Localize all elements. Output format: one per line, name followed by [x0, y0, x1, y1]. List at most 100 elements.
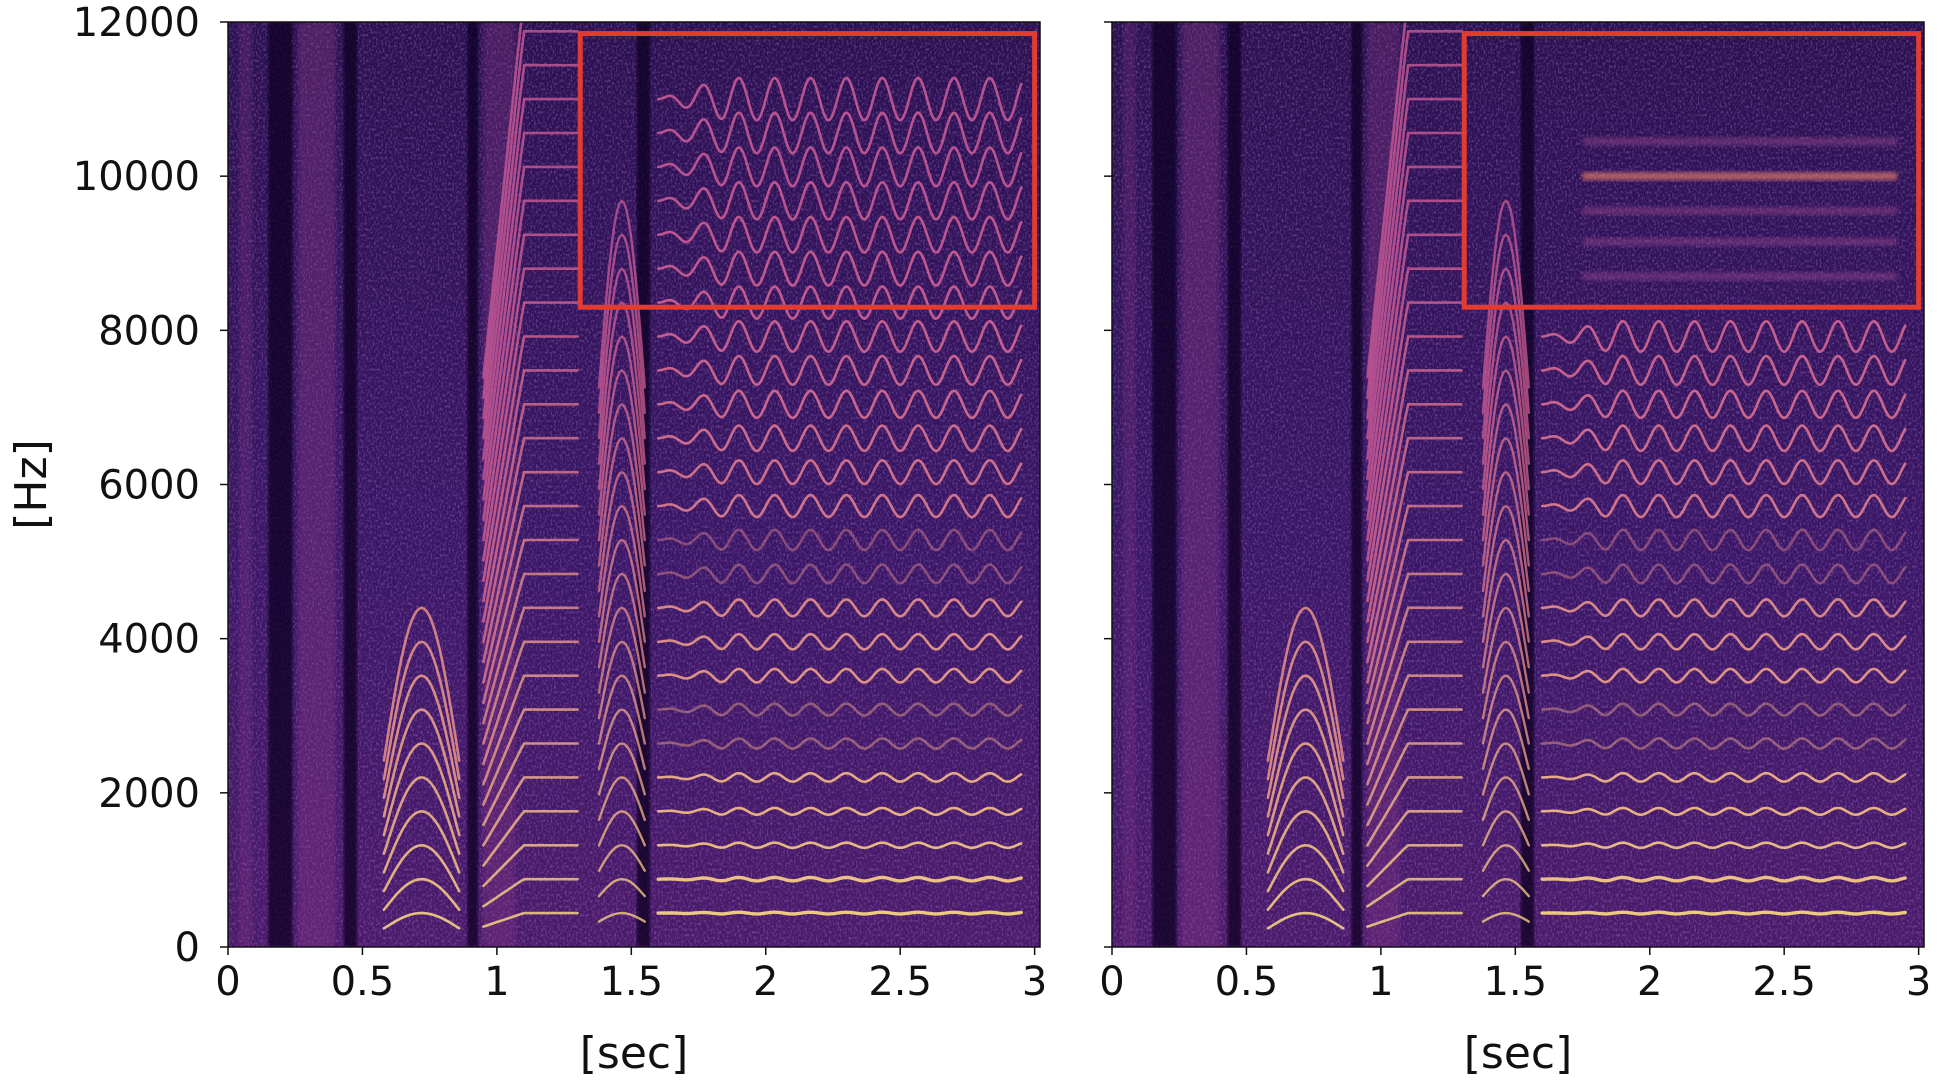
- harmonic-line: [1481, 776, 1530, 821]
- harmonic-line: [597, 776, 646, 821]
- harmonic-line: [656, 180, 1023, 221]
- harmonic-line: [1540, 493, 1907, 519]
- harmonic-line: [1481, 402, 1530, 542]
- harmonic-line: [482, 369, 579, 603]
- harmonic-line: [482, 640, 579, 766]
- harmonic-line: [597, 674, 646, 745]
- harmonic-line: [1366, 267, 1463, 542]
- harmonic-line: [597, 436, 646, 567]
- harmonic-line: [597, 301, 646, 465]
- right-spectrogram-panel: 0 0.5 1 1.5 2 2.5 3 [sec]: [1099, 21, 1931, 1079]
- harmonic-line: [1481, 572, 1530, 669]
- highlight-box: [1461, 31, 1922, 310]
- harmonic-line: [597, 538, 646, 643]
- harmonic-line: [656, 493, 1023, 519]
- y-tick-label: 4000: [98, 617, 200, 663]
- x-tick-label: 2.5: [868, 959, 932, 1005]
- harmonic-line: [1266, 674, 1345, 800]
- harmonic-line: [1481, 742, 1530, 796]
- harmonic-line: [1481, 199, 1530, 389]
- y-tick-label: 12000: [73, 0, 200, 46]
- harmonic-line: [597, 199, 646, 389]
- y-tick-label: 0: [175, 925, 200, 971]
- x-tick-label: 0: [215, 959, 240, 1005]
- harmonic-line: [482, 810, 579, 867]
- harmonic-line: [656, 285, 1023, 321]
- harmonic-line: [1266, 742, 1345, 837]
- harmonic-line: [1366, 436, 1463, 644]
- harmonic-line: [1540, 563, 1907, 585]
- harmonic-line: [1366, 572, 1463, 725]
- silence-gap: [467, 22, 479, 947]
- harmonic-line: [597, 470, 646, 593]
- harmonic-line: [482, 233, 579, 521]
- silence-gap: [1351, 22, 1363, 947]
- harmonic-line: [482, 30, 579, 399]
- broadband-burst: [1122, 22, 1137, 947]
- harmonic-line: [382, 708, 461, 818]
- harmonic-line: [1266, 606, 1345, 762]
- left-spectrogram-panel: 0 0.5 1 1.5 2 2.5 3 [sec] 0 2000 4000 6000 8000 10000…: [6, 0, 1047, 1079]
- harmonic-line: [482, 403, 579, 623]
- smeared-band: [1582, 172, 1898, 181]
- harmonic-line: [1481, 504, 1530, 618]
- harmonic-line: [656, 389, 1023, 420]
- harmonic-line: [482, 911, 579, 928]
- harmonic-line: [482, 63, 579, 420]
- silence-gap: [1152, 22, 1177, 947]
- harmonic-line: [597, 267, 646, 440]
- y-tick-label: 6000: [98, 463, 200, 509]
- harmonic-line: [656, 598, 1023, 618]
- harmonic-line: [656, 667, 1023, 684]
- harmonic-line: [656, 528, 1023, 552]
- harmonic-line: [482, 674, 579, 786]
- harmonic-line: [1366, 369, 1463, 603]
- x-tick-label: 2: [753, 959, 778, 1005]
- harmonic-line: [482, 742, 579, 827]
- harmonic-line: [382, 809, 461, 874]
- x-tick-label: 0: [1099, 959, 1124, 1005]
- harmonic-line: [656, 875, 1023, 883]
- harmonic-line: [1481, 334, 1530, 491]
- harmonic-line: [656, 563, 1023, 585]
- harmonic-line: [482, 572, 579, 725]
- harmonic-line: [482, 504, 579, 684]
- harmonic-line: [597, 911, 646, 923]
- harmonic-line: [1366, 606, 1463, 745]
- harmonic-line: [1481, 301, 1530, 465]
- harmonic-line: [482, 436, 579, 644]
- broadband-burst: [1181, 22, 1220, 947]
- harmonic-line: [656, 424, 1023, 453]
- x-tick-label: 3: [1022, 959, 1047, 1005]
- x-axis: 0 0.5 1 1.5 2 2.5 3: [215, 947, 1047, 1005]
- harmonic-line: [1540, 910, 1907, 916]
- harmonic-line: [1266, 640, 1345, 781]
- smeared-band: [1582, 206, 1898, 215]
- harmonic-line: [656, 702, 1023, 717]
- harmonic-line: [482, 776, 579, 847]
- harmonic-line: [1266, 776, 1345, 855]
- harmonic-line: [1540, 424, 1907, 453]
- broadband-burst: [238, 22, 253, 947]
- harmonic-line: [597, 742, 646, 796]
- harmonic-line: [482, 538, 579, 705]
- harmonic-line: [1540, 354, 1907, 387]
- harmonic-line: [482, 165, 579, 481]
- x-axis-label: [sec]: [1464, 1028, 1573, 1079]
- harmonic-line: [382, 843, 461, 893]
- harmonic-line: [1366, 911, 1463, 928]
- harmonic-line: [482, 131, 579, 460]
- harmonic-line: [1540, 875, 1907, 883]
- harmonic-line: [1366, 22, 1407, 379]
- harmonic-line: [382, 911, 461, 930]
- harmonic-line: [1540, 667, 1907, 684]
- harmonic-line: [1540, 389, 1907, 420]
- harmonic-line: [482, 877, 579, 908]
- highlight-box: [577, 31, 1038, 310]
- harmonic-line: [1366, 301, 1463, 562]
- harmonic-line: [656, 806, 1023, 817]
- harmonic-line: [1366, 674, 1463, 786]
- harmonic-line: [656, 319, 1023, 354]
- harmonic-line: [1366, 30, 1463, 399]
